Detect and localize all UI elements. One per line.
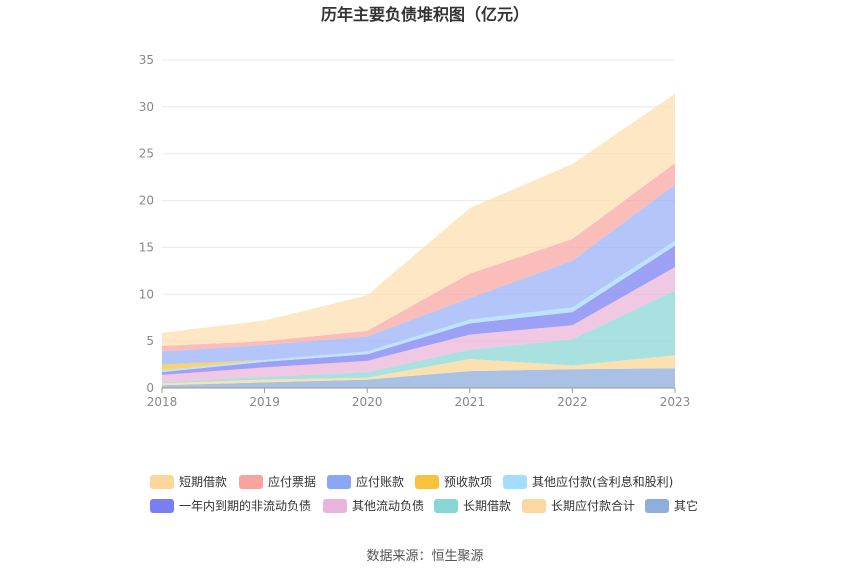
- legend-label: 其他应付款(含利息和股利): [532, 474, 673, 489]
- y-tick-label: 0: [146, 381, 154, 395]
- chart-title: 历年主要负债堆积图（亿元）: [321, 5, 529, 24]
- area-series: [162, 368, 675, 388]
- legend-swatch: [239, 475, 263, 489]
- legend-swatch: [415, 475, 439, 489]
- y-tick-label: 20: [139, 194, 154, 208]
- area-series: [162, 184, 675, 365]
- y-tick-label: 10: [139, 287, 154, 301]
- x-tick-label: 2018: [147, 395, 178, 409]
- area-series: [162, 355, 675, 386]
- area-series: [162, 93, 675, 346]
- series-areas: [162, 93, 675, 388]
- legend-label: 短期借款: [179, 475, 227, 489]
- y-tick-label: 5: [146, 334, 154, 348]
- x-tick-label: 2023: [660, 395, 691, 409]
- y-tick-label: 30: [139, 100, 154, 114]
- data-source-note: 数据来源：恒生聚源: [366, 549, 483, 564]
- legend-swatch: [434, 499, 458, 513]
- legend-label: 其它: [674, 498, 698, 513]
- x-tick-label: 2020: [352, 395, 383, 409]
- axes: 2018 2019 2020 2021 2022 2023: [147, 387, 691, 409]
- legend-swatch: [323, 499, 347, 513]
- legend-label: 长期借款: [463, 499, 511, 513]
- legend-swatch: [645, 499, 669, 513]
- legend-label: 长期应付款合计: [551, 498, 635, 513]
- legend-label: 其他流动负债: [352, 499, 424, 513]
- legend-swatch: [150, 475, 174, 489]
- area-series: [162, 267, 675, 383]
- legend-label: 预收款项: [444, 475, 492, 489]
- legend-swatch: [522, 499, 546, 513]
- x-tick-label: 2021: [455, 395, 486, 409]
- x-tick-label: 2022: [557, 395, 588, 409]
- legend-label: 应付账款: [356, 474, 404, 489]
- y-tick-label: 25: [139, 147, 154, 161]
- x-tick-label: 2019: [249, 395, 280, 409]
- legend-label: 应付票据: [268, 474, 316, 489]
- legend-swatch: [327, 475, 351, 489]
- area-series: [162, 290, 675, 384]
- legend-swatch: [150, 499, 174, 513]
- legend-label: 一年内到期的非流动负债: [179, 498, 311, 513]
- y-tick-label: 15: [139, 240, 154, 254]
- legend-swatch: [503, 475, 527, 489]
- legend: 短期借款 应付票据 应付账款 预收款项 其他应付款(含利息和股利) 一年内到期的非流动负债…: [150, 474, 698, 513]
- area-series: [162, 163, 675, 352]
- y-tick-label: 35: [139, 53, 154, 67]
